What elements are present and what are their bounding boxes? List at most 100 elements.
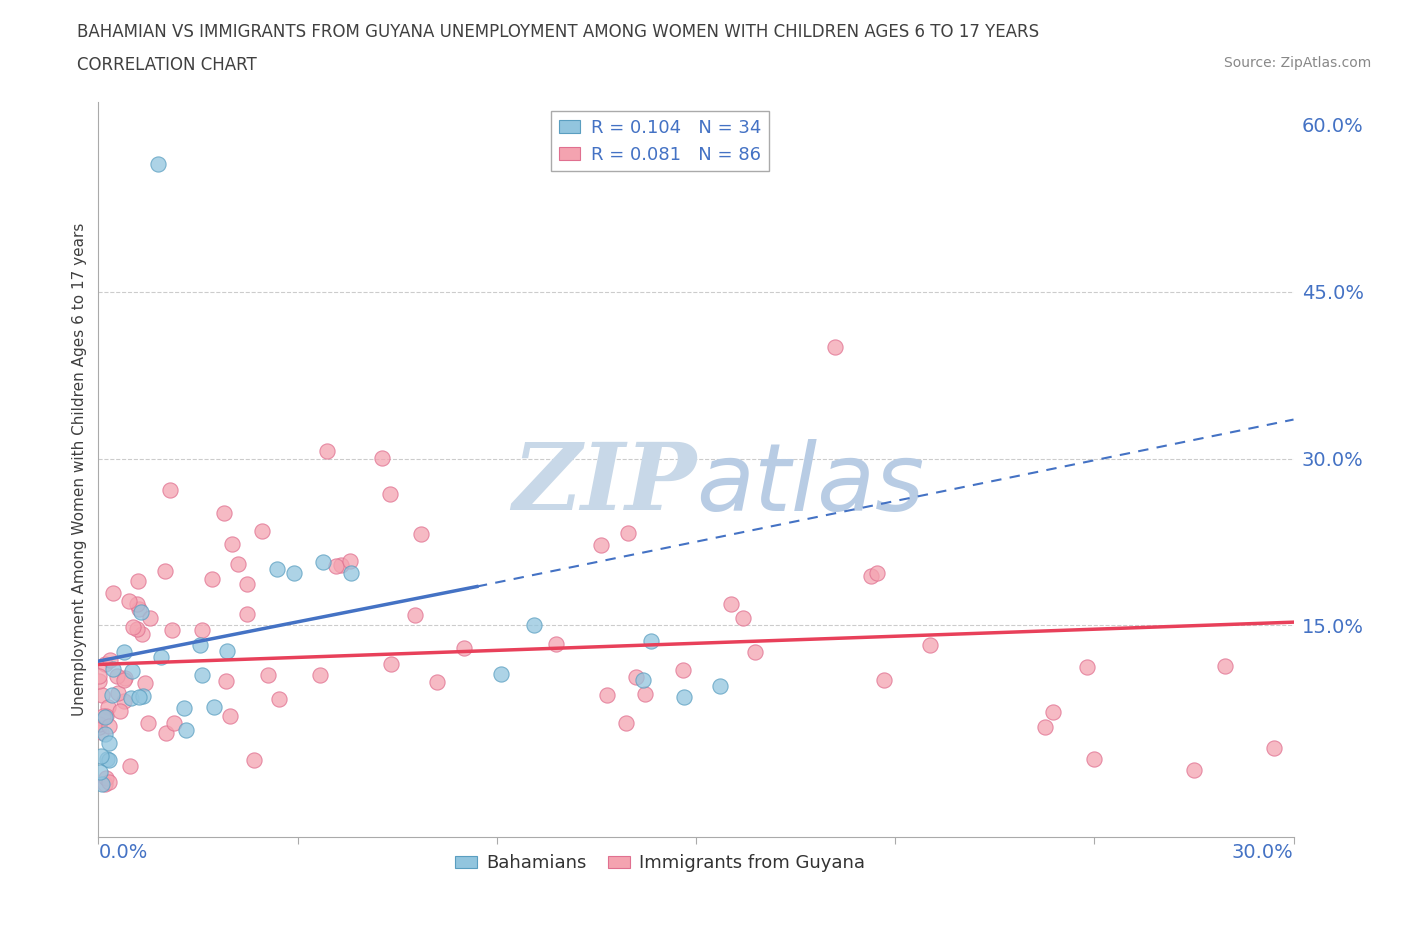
Point [640,633,662,648]
Point [235,606,257,621]
Point [139,611,162,626]
Point [155,725,177,740]
Point [218,708,240,723]
Point [378,486,401,501]
Point [91,709,114,724]
Point [136,716,159,731]
Point [201,571,224,586]
Point [824,339,846,354]
Point [243,752,266,767]
Point [409,526,432,541]
Point [98,653,121,668]
Point [91,688,114,703]
Point [94,709,117,724]
Point [744,644,766,659]
Point [340,565,363,580]
Point [90,749,112,764]
Point [453,641,475,656]
Point [93,727,115,742]
Text: 0.0%: 0.0% [98,843,148,861]
Point [90,724,112,739]
Point [873,673,896,688]
Point [121,663,143,678]
Point [118,594,141,609]
Point [159,483,181,498]
Point [309,667,332,682]
Point [96,771,118,786]
Point [98,752,121,767]
Point [94,777,117,791]
Point [624,670,647,684]
Point [544,637,567,652]
Point [160,622,183,637]
Point [1042,705,1064,720]
Point [709,679,731,694]
Point [212,506,235,521]
Point [1263,740,1285,755]
Point [1182,763,1205,777]
Point [672,689,695,704]
Point [325,559,347,574]
Point [202,699,225,714]
Point [89,720,111,735]
Point [87,669,110,684]
Point [589,538,612,552]
Point [866,565,889,580]
Point [733,610,755,625]
Point [404,608,426,623]
Text: CORRELATION CHART: CORRELATION CHART [77,56,257,73]
Point [489,667,512,682]
Point [634,686,657,701]
Text: BAHAMIAN VS IMMIGRANTS FROM GUYANA UNEMPLOYMENT AMONG WOMEN WITH CHILDREN AGES 6: BAHAMIAN VS IMMIGRANTS FROM GUYANA UNEMP… [77,23,1039,41]
Point [128,689,150,704]
Point [426,674,449,689]
Point [90,777,112,791]
Point [94,710,117,724]
Point [523,618,546,632]
Point [226,557,249,572]
Point [214,673,236,688]
Point [1083,751,1105,766]
Point [153,564,176,578]
Point [380,657,402,671]
Point [128,602,150,617]
Point [131,688,153,703]
Point [1033,719,1056,734]
Point [87,716,110,731]
Point [96,751,118,766]
Point [112,644,135,659]
Point [112,693,135,708]
Point [617,526,640,541]
Point [89,765,111,780]
Point [94,657,117,671]
Legend: Bahamians, Immigrants from Guyana: Bahamians, Immigrants from Guyana [449,847,872,880]
Point [370,451,392,466]
Point [217,644,239,658]
Point [97,719,120,734]
Point [176,723,198,737]
Point [97,775,120,790]
Point [173,700,195,715]
Point [125,622,148,637]
Point [89,673,111,688]
Point [134,675,156,690]
Point [312,554,335,569]
Point [107,685,129,700]
Point [112,672,135,687]
Point [101,585,124,600]
Point [633,672,655,687]
Point [188,637,211,652]
Point [149,649,172,664]
Point [101,687,124,702]
Point [671,662,693,677]
Point [127,574,149,589]
Point [148,156,170,171]
Point [101,661,124,676]
Point [120,759,142,774]
Point [860,568,883,583]
Point [1213,658,1236,673]
Point [614,715,637,730]
Point [221,537,243,551]
Point [1076,660,1098,675]
Point [114,671,136,685]
